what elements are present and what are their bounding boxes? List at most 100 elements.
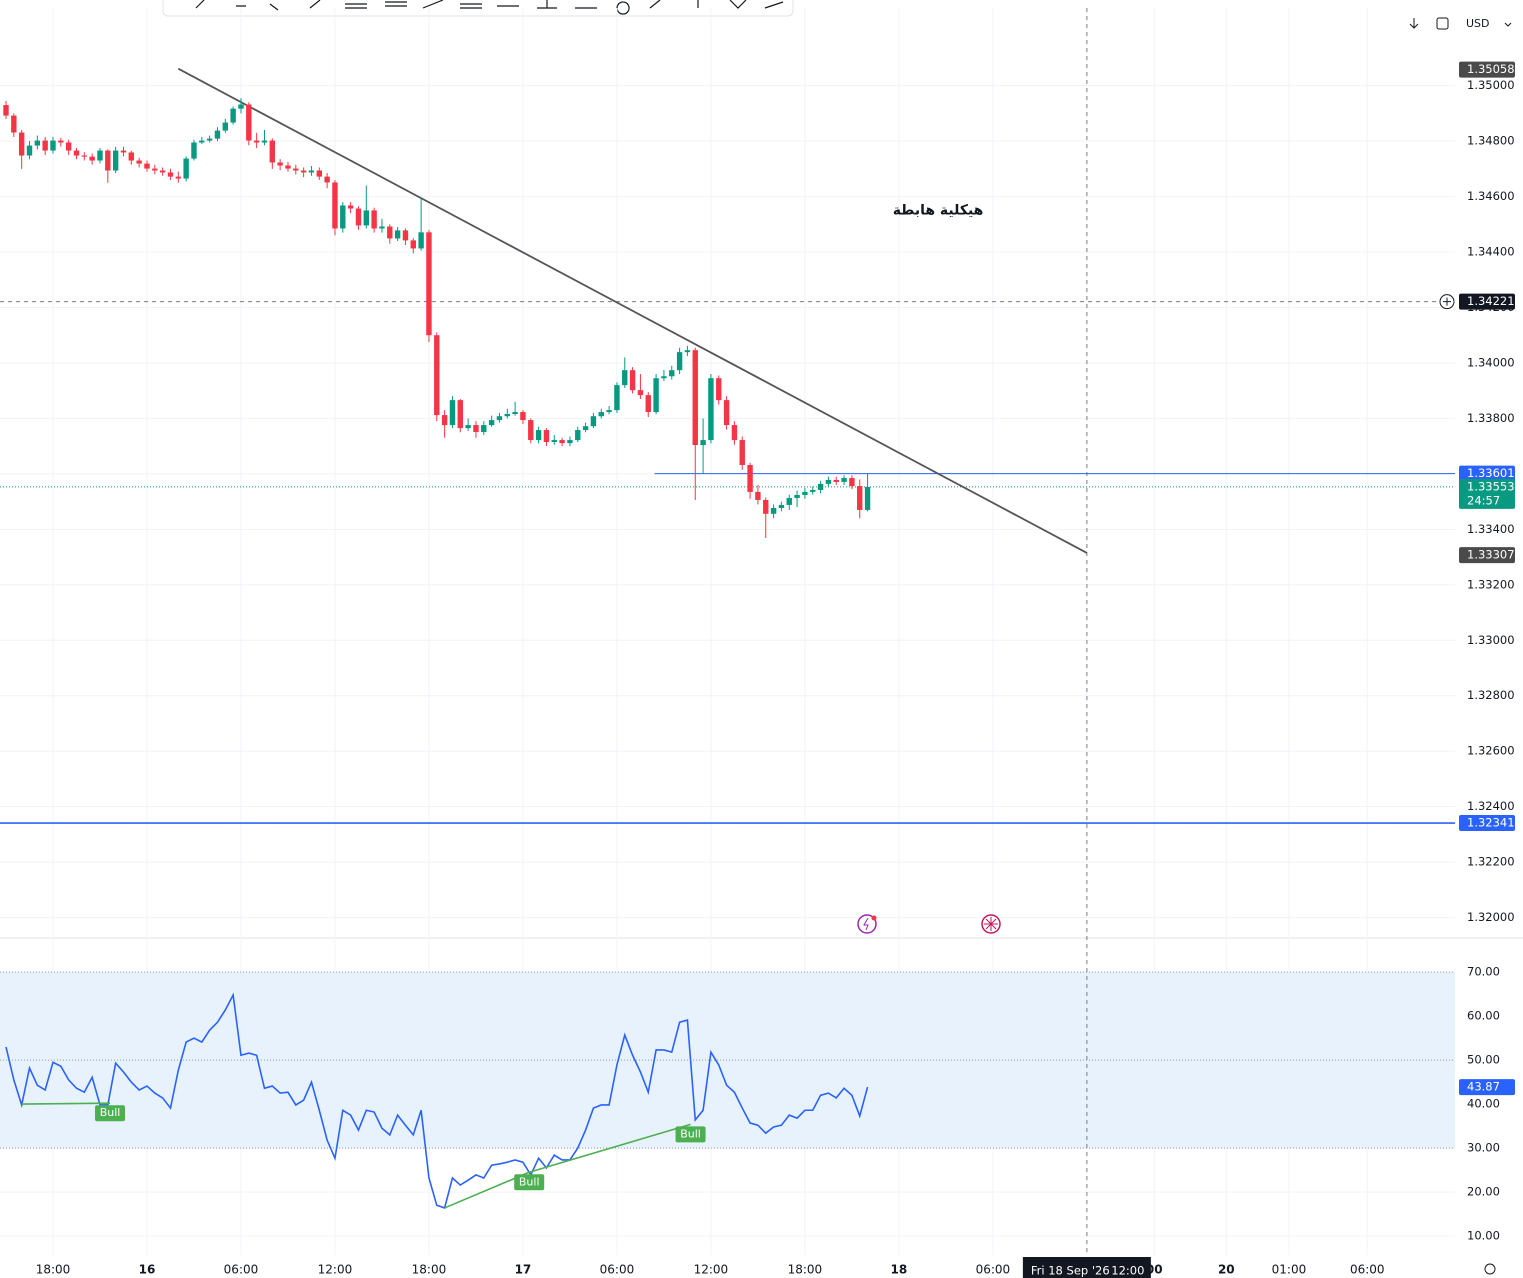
y-tick-label: 1.32600 xyxy=(1467,744,1515,758)
candle-body xyxy=(747,465,753,492)
candle-body xyxy=(716,378,722,401)
candle-body xyxy=(426,232,432,336)
candle-body xyxy=(73,150,80,156)
candle-body xyxy=(465,425,471,429)
candle-body xyxy=(410,240,416,249)
candle-body xyxy=(434,335,440,416)
candle-body xyxy=(152,168,158,171)
candle-body xyxy=(332,182,338,229)
candle-body xyxy=(18,132,25,156)
candle-body xyxy=(26,145,33,156)
candle-body xyxy=(11,115,17,133)
candle-body xyxy=(496,416,503,421)
x-tick-label: 18:00 xyxy=(788,1263,823,1277)
candle-body xyxy=(629,370,636,391)
candle-body xyxy=(857,486,863,510)
crosshair-time: 12:00 xyxy=(1111,1264,1144,1278)
candle-body xyxy=(112,150,119,171)
y-tick-label: 1.32400 xyxy=(1467,799,1515,813)
candle-body xyxy=(89,156,95,161)
current-price: 1.33553 xyxy=(1467,479,1515,493)
candle-body xyxy=(864,486,871,510)
candle-body xyxy=(441,415,448,426)
divergence-tag xyxy=(675,1126,706,1143)
labels-layer: 18:00 16 06:00 12:00 18:00 17 06:00 12:00 18:00 1… xyxy=(36,61,1515,1278)
rsi-tick-label: 40.00 xyxy=(1467,1097,1500,1111)
candle-body xyxy=(708,378,714,441)
candle-body xyxy=(575,430,581,441)
event-flag xyxy=(984,917,998,931)
rsi-line xyxy=(5,992,869,1209)
candle-body xyxy=(669,370,675,377)
rsi-current-box xyxy=(1459,1079,1515,1096)
candle-body xyxy=(512,412,518,414)
divergence-line xyxy=(528,1123,691,1174)
events xyxy=(857,914,1001,934)
current-price-box xyxy=(1459,478,1515,509)
candle-body xyxy=(128,152,135,161)
rsi-tick-label: 20.00 xyxy=(1467,1185,1500,1199)
candle-body xyxy=(692,350,698,446)
candle-body xyxy=(363,210,369,226)
candle-body xyxy=(559,440,565,444)
candle-body xyxy=(723,400,730,426)
crosshair-date: Fri 18 Sep '26 xyxy=(1031,1264,1110,1278)
candle-body xyxy=(700,440,706,446)
x-tick-label: 06:00 xyxy=(600,1263,635,1277)
countdown: 24:57 xyxy=(1467,493,1500,507)
candle-body xyxy=(786,498,792,505)
candle-body xyxy=(175,176,182,179)
reset-button[interactable] xyxy=(1436,17,1449,30)
candle-body xyxy=(645,395,651,413)
divergence-label: Bull xyxy=(100,1106,121,1119)
candle-body xyxy=(105,150,111,171)
candle-body xyxy=(504,413,510,417)
crosshair-price: 1.34221 xyxy=(1467,294,1515,308)
candle-body xyxy=(653,378,659,413)
x-tick-label: 20 xyxy=(1218,1263,1235,1277)
settings-button[interactable] xyxy=(1484,1263,1496,1275)
rsi-tick-label: 10.00 xyxy=(1467,1229,1500,1243)
high-label-box xyxy=(1459,61,1515,78)
candle-body xyxy=(488,420,495,426)
candle-body xyxy=(269,140,276,163)
candle-body xyxy=(159,170,166,173)
x-tick-label: 16 xyxy=(139,1263,156,1277)
candle-body xyxy=(418,232,424,249)
candle-body xyxy=(810,489,816,492)
candle-body xyxy=(520,412,526,421)
candle-body xyxy=(543,430,550,442)
candle-body xyxy=(770,507,777,514)
high-label: 1.35058 xyxy=(1467,62,1515,76)
candle-body xyxy=(661,376,667,379)
candle-body xyxy=(347,205,354,209)
candle-body xyxy=(402,230,409,241)
divergence-line xyxy=(21,1102,111,1105)
band-layer xyxy=(0,971,1455,1149)
currency[interactable]: USD xyxy=(1466,17,1490,30)
candle-body xyxy=(238,104,244,109)
top-controls[interactable]: USD xyxy=(1409,17,1512,30)
y-tick-label: 1.34400 xyxy=(1467,245,1515,259)
candle-body xyxy=(614,385,620,411)
candle-body xyxy=(802,491,808,495)
x-tick-label: 18 xyxy=(891,1263,908,1277)
candle-body xyxy=(379,226,385,229)
grid-layer xyxy=(0,8,1523,1255)
marks-layer xyxy=(3,98,871,1209)
candle-body xyxy=(277,162,283,166)
candle-body xyxy=(598,412,604,417)
candle-body xyxy=(449,400,456,426)
candle-body xyxy=(144,163,150,169)
y-tick-label: 1.33800 xyxy=(1467,411,1515,425)
candle-body xyxy=(825,479,832,484)
y-tick-label: 1.34600 xyxy=(1467,189,1515,203)
candle-body xyxy=(473,425,479,433)
event-icon[interactable] xyxy=(857,914,877,934)
scroll-button[interactable] xyxy=(1409,18,1419,29)
toolbar[interactable] xyxy=(162,0,794,17)
candle-body xyxy=(567,440,573,444)
candle-body xyxy=(528,420,534,441)
x-tick-label: 18:00 xyxy=(36,1263,71,1277)
